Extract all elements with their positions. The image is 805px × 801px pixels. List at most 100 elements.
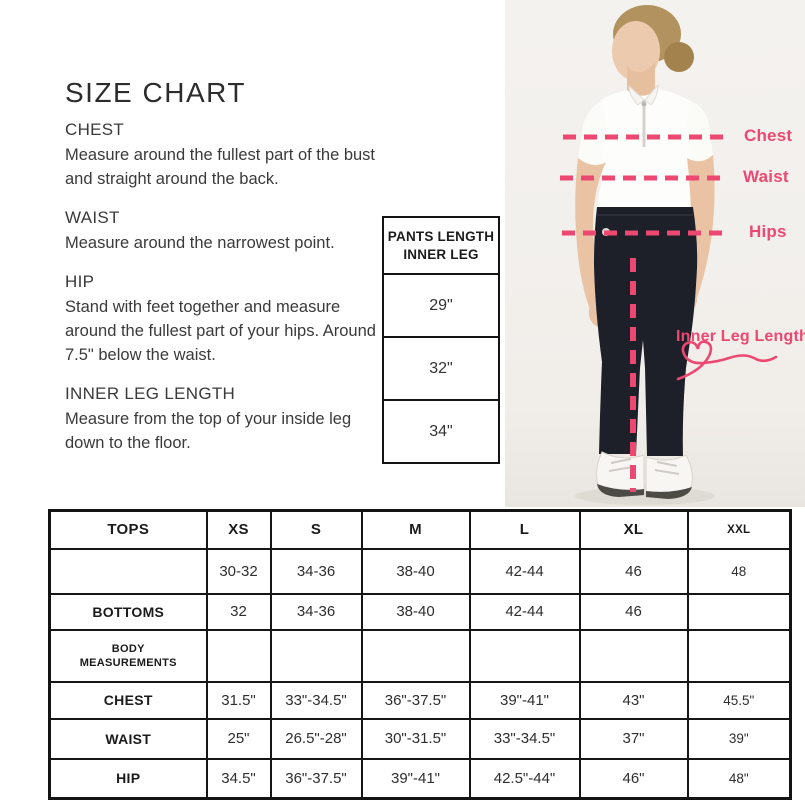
- pants-length-value: 29": [384, 275, 498, 338]
- pants-length-value: 32": [384, 338, 498, 401]
- page-title: SIZE CHART: [65, 76, 246, 108]
- polo-zip-pull: [641, 101, 647, 107]
- hips-guide-label: Hips: [749, 222, 787, 241]
- shoe-sole-right: [646, 487, 692, 499]
- table-cell: 30-32: [205, 547, 272, 595]
- pants-length-table-header: PANTS LENGTH INNER LEG: [384, 218, 498, 275]
- table-cell: [269, 628, 363, 683]
- model-illustration: [505, 0, 805, 507]
- instruction-inner-leg: INNER LEG LENGTH Measure from the top of…: [65, 384, 377, 455]
- table-cell: 31.5": [205, 680, 272, 720]
- table-cell: [578, 628, 689, 683]
- table-cell: [686, 628, 792, 683]
- table-cell: 34-36: [269, 592, 363, 631]
- table-cell: 43": [578, 680, 689, 720]
- size-table-header-xl: XL: [578, 509, 689, 550]
- instruction-waist-body: Measure around the narrowest point.: [65, 234, 335, 252]
- table-cell: 48": [686, 757, 792, 800]
- table-cell: 42-44: [468, 547, 581, 595]
- row-label-text: BODY MEASUREMENTS: [79, 642, 177, 669]
- pants-length-table: PANTS LENGTH INNER LEG 29" 32" 34": [382, 216, 500, 464]
- polo-collar: [644, 83, 659, 106]
- instruction-waist-heading: WAIST: [65, 208, 120, 227]
- row-label: HIP: [48, 757, 208, 800]
- inner-leg-guide-label: Inner Leg Length: [676, 328, 805, 345]
- table-cell: 33"-34.5": [468, 717, 581, 760]
- row-label: CHEST: [48, 680, 208, 720]
- size-table-header-row: TOPS XS S M L XL XXL: [48, 509, 792, 550]
- polo-sleeve-left: [578, 101, 606, 165]
- table-cell: [468, 628, 581, 683]
- table-cell: 45.5": [686, 680, 792, 720]
- table-cell: 38-40: [360, 592, 471, 631]
- table-cell: 38-40: [360, 547, 471, 595]
- polo-collar: [628, 84, 645, 106]
- polo-sleeve-right: [687, 101, 713, 162]
- table-row-tops-sizes: 30-32 34-36 38-40 42-44 46 48: [48, 547, 792, 595]
- table-cell: 39": [686, 717, 792, 760]
- table-cell: 36"-37.5": [269, 757, 363, 800]
- table-cell: 42-44: [468, 592, 581, 631]
- instruction-hip-heading: HIP: [65, 272, 95, 291]
- instruction-hip: HIP Stand with feet together and measure…: [65, 272, 377, 367]
- row-label: [48, 547, 208, 595]
- size-table-header-m: M: [360, 509, 471, 550]
- table-row-body-measurements: BODY MEASUREMENTS: [48, 628, 792, 683]
- table-cell: 25": [205, 717, 272, 760]
- size-table-header-s: S: [269, 509, 363, 550]
- waist-guide-label: Waist: [743, 167, 789, 186]
- table-cell: 39"-41": [468, 680, 581, 720]
- instruction-hip-body: Stand with feet together and measure aro…: [65, 298, 376, 364]
- model-pants: [594, 207, 698, 456]
- table-row-bottoms: BOTTOMS 32 34-36 38-40 42-44 46: [48, 592, 792, 631]
- model-hair-bun: [664, 42, 694, 72]
- row-label: BOTTOMS: [48, 592, 208, 631]
- table-cell: [205, 628, 272, 683]
- row-label: WAIST: [48, 717, 208, 760]
- size-table-header-xxl: XXL: [686, 509, 792, 550]
- table-cell: 34-36: [269, 547, 363, 595]
- model-photo: [505, 0, 805, 507]
- table-cell: 46: [578, 592, 689, 631]
- table-cell: 34.5": [205, 757, 272, 800]
- instruction-chest: CHEST Measure around the fullest part of…: [65, 120, 377, 191]
- instruction-inner-leg-body: Measure from the top of your inside leg …: [65, 410, 352, 452]
- pants-length-value: 34": [429, 422, 453, 440]
- size-table-header-l: L: [468, 509, 581, 550]
- table-cell: 26.5"-28": [269, 717, 363, 760]
- table-cell: 36"-37.5": [360, 680, 471, 720]
- table-cell: 42.5"-44": [468, 757, 581, 800]
- shoe-sole-left: [597, 484, 644, 497]
- table-cell: 37": [578, 717, 689, 760]
- floor-shadow: [575, 487, 715, 505]
- pants-length-header-line2: INNER LEG: [403, 246, 479, 262]
- table-cell: 30"-31.5": [360, 717, 471, 760]
- table-row-chest: CHEST 31.5" 33"-34.5" 36"-37.5" 39"-41" …: [48, 680, 792, 720]
- measurement-instructions: CHEST Measure around the fullest part of…: [65, 103, 377, 455]
- table-row-hip: HIP 34.5" 36"-37.5" 39"-41" 42.5"-44" 46…: [48, 757, 792, 800]
- table-cell: 46": [578, 757, 689, 800]
- shoe-laces: [608, 458, 680, 475]
- instruction-inner-leg-heading: INNER LEG LENGTH: [65, 384, 236, 403]
- table-row-waist: WAIST 25" 26.5"-28" 30"-31.5" 33"-34.5" …: [48, 717, 792, 760]
- size-table-header-xs: XS: [205, 509, 272, 550]
- table-cell: 39"-41": [360, 757, 471, 800]
- model-face: [612, 21, 660, 81]
- table-cell: 48: [686, 547, 792, 595]
- size-table: TOPS XS S M L XL XXL 30-32 34-36 38-40 4…: [48, 509, 792, 800]
- row-label: BODY MEASUREMENTS: [48, 628, 208, 683]
- table-cell: 32: [205, 592, 272, 631]
- chest-guide-label: Chest: [744, 126, 793, 145]
- size-table-header-tops: TOPS: [48, 509, 208, 550]
- pants-length-header-line1: PANTS LENGTH: [387, 228, 495, 244]
- instruction-chest-heading: CHEST: [65, 120, 125, 139]
- table-cell: 46: [578, 547, 689, 595]
- instruction-chest-body: Measure around the fullest part of the b…: [65, 146, 376, 188]
- table-cell: 33"-34.5": [269, 680, 363, 720]
- table-cell: [686, 592, 792, 631]
- table-cell: [360, 628, 471, 683]
- model-neck: [627, 62, 655, 99]
- heart-squiggle-icon: [676, 340, 778, 381]
- instruction-waist: WAIST Measure around the narrowest point…: [65, 208, 377, 255]
